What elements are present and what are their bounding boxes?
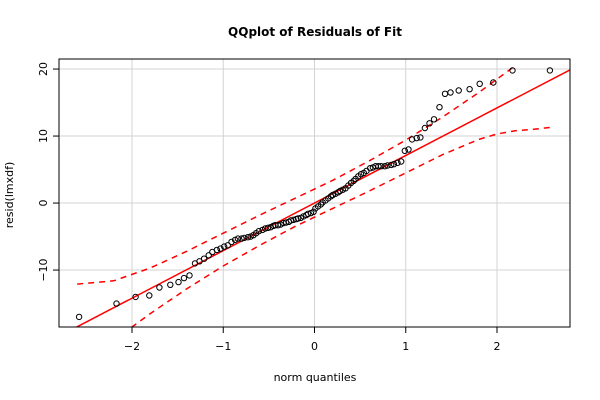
data-point [401,147,408,155]
data-point [213,246,221,254]
data-point [274,222,282,229]
data-point [290,216,297,224]
data-point [113,300,120,307]
data-points [75,67,554,321]
data-point [221,243,228,250]
data-point [167,281,174,288]
data-point [381,163,388,170]
data-point [388,161,395,169]
fit-line [75,69,570,327]
data-point [255,228,262,235]
data-point [205,252,212,259]
data-point [238,235,245,242]
data-point [436,104,443,111]
data-point [350,177,357,185]
data-point [228,238,235,246]
data-point [546,67,554,74]
data-point [426,120,433,127]
fit-line-layer [75,69,570,327]
data-point [310,208,317,216]
data-point [408,136,416,143]
data-point [132,293,139,301]
envelope-upper [77,65,516,285]
data-point [317,201,325,208]
data-point [264,224,272,232]
y-tick-label: 10 [37,129,50,143]
data-point [146,292,153,299]
data-point [413,134,420,142]
y-axis-label: resid(lmxdf) [3,162,16,229]
y-tick-label: 20 [37,62,50,76]
y-tick-label: −10 [37,258,50,281]
data-point [375,163,382,170]
data-point [447,89,454,96]
x-tick-label: −2 [124,340,140,353]
data-point [377,163,385,170]
data-point [241,234,248,242]
chart-title: QQplot of Residuals of Fit [228,25,402,39]
data-point [224,242,232,249]
data-point [476,80,483,88]
data-point [75,313,83,321]
data-point [196,258,203,265]
data-point [367,165,374,172]
data-point [156,284,163,291]
data-point [217,245,224,252]
data-point [186,272,193,279]
x-tick-label: −1 [215,340,231,353]
data-point [180,274,188,282]
data-point [441,90,449,98]
data-point [200,255,208,262]
grid [59,59,570,327]
data-point [294,215,302,222]
data-point [405,146,412,153]
data-point [234,235,242,242]
data-point [490,79,497,86]
x-tick-label: 0 [311,340,318,353]
data-point [430,116,438,123]
data-point [398,158,405,165]
y-axis: −10 0 10 20 [37,62,59,282]
confidence-envelope [77,65,552,327]
data-point [175,278,182,286]
data-point [384,162,391,169]
data-point [394,159,401,167]
data-point [390,161,398,168]
data-point [455,87,462,94]
data-point [417,134,424,141]
x-tick-label: 2 [494,340,501,353]
x-axis: −2 −1 0 1 2 [124,327,501,353]
data-point [304,210,312,218]
data-point [244,234,252,241]
envelope-lower [130,126,552,327]
data-point [421,124,429,132]
x-axis-label: norm quantiles [274,371,357,384]
data-point [466,86,473,93]
x-tick-label: 1 [402,340,409,353]
data-point [509,67,516,74]
y-tick-label: 0 [37,200,50,207]
